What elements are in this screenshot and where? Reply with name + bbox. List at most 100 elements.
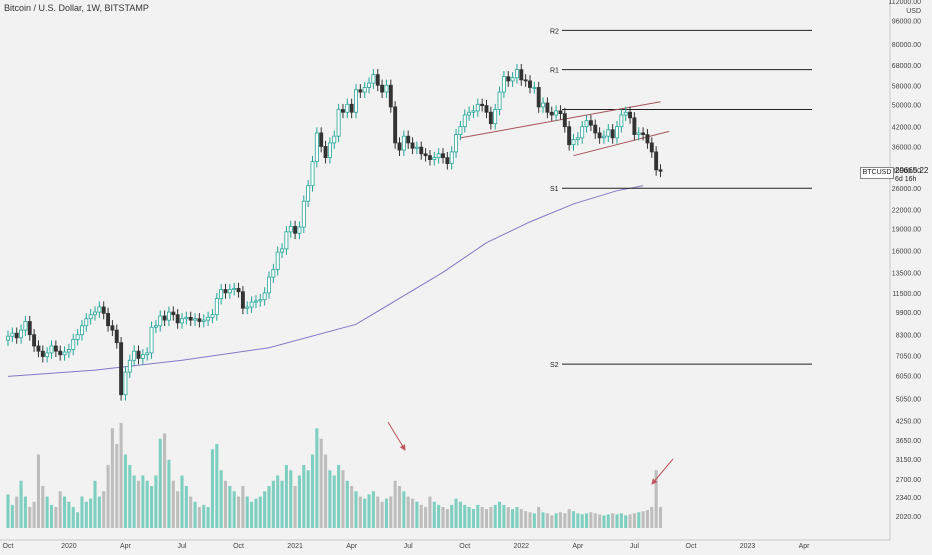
candle-body [606,129,611,137]
volume-bar [419,504,423,528]
volume-bar [215,444,219,528]
volume-bar [106,465,110,528]
y-tick-label: 26000.00 [892,186,921,193]
annotation-arrow [387,421,406,451]
volume-bar [380,501,384,528]
candle-body [306,185,311,202]
candle-body [554,110,559,116]
volume-bar [271,480,275,528]
candle-body [497,91,502,110]
volume-bar [306,470,310,528]
y-tick-label: 7050.00 [896,354,921,361]
volume-bar [10,504,14,528]
volume-bar [237,496,241,528]
volume-bar [658,507,663,528]
y-tick-label: 58000.00 [892,83,921,90]
annotation-arrow [651,458,674,485]
x-tick-label: Jul [630,543,639,550]
candle-countdown: 6d 16h [895,176,917,183]
volume-bar [328,470,332,528]
candle-body [367,82,371,88]
volume-bar [567,509,571,528]
volume-bar [141,475,145,528]
moving-average-line [7,185,644,377]
candle-body [301,200,306,228]
candle-body [340,109,345,113]
candle-body [106,312,110,327]
volume-bar [358,496,362,528]
volume-bar [119,423,123,528]
candle-body [349,103,354,113]
candle-body [493,109,498,125]
y-tick-label: 16000.00 [892,248,921,255]
y-tick-label: 2340.00 [896,495,921,502]
candle-body [6,335,10,341]
candle-body [145,352,150,356]
volume-bar [428,496,432,528]
candle-body [515,69,519,79]
volume-bar [232,491,236,528]
candle-body [219,289,224,299]
volume-bar [593,513,597,528]
volume-bar [163,433,167,528]
candle-body [245,306,250,309]
volume-bar [367,494,371,528]
candle-body [575,137,580,140]
candle-body [175,314,180,324]
candle-body [567,126,572,146]
candle-body [427,155,432,160]
candle-body [406,135,411,144]
symbol-tag: BTCUSD [860,167,894,179]
y-tick-label: 36000.00 [892,144,921,151]
candle-body [584,120,589,128]
candle-body [332,135,337,144]
y-tick-label: 22000.00 [892,208,921,215]
candle-body [62,351,67,356]
volume-bar [415,501,419,528]
candle-body [545,102,550,113]
level-label: S2 [550,362,559,369]
candle-body [284,231,289,250]
volume-bar [197,507,201,528]
volume-bar [145,480,149,528]
candle-body [293,226,298,234]
candle-body [597,132,602,139]
volume-bar [132,475,136,528]
chart-title: Bitcoin / U.S. Dollar, 1W, BITSTAMP [4,3,149,13]
volume-bar [71,507,75,528]
volume-bar [624,515,628,528]
y-tick-label: 3650.00 [896,438,921,445]
volume-bar [576,513,580,528]
volume-bar [515,507,519,528]
y-tick-label: 30000.00 [892,168,921,175]
candle-body [519,69,524,81]
ma-layer [7,185,644,377]
volume-bar [498,501,502,528]
candle-body [658,169,663,172]
candle-body [267,276,271,294]
y-tick-label: 2700.00 [896,477,921,484]
volume-bar [45,496,49,528]
volume-bar [467,507,471,528]
volume-bar [80,496,84,528]
volume-bar [84,501,88,528]
y-tick-label: 19000.00 [892,226,921,233]
candle-body [484,105,489,113]
volume-bar [176,491,180,528]
candle-body [314,132,319,162]
volume-bar [637,512,641,528]
volume-bar [158,438,162,528]
candle-body [375,74,380,86]
candle-body [262,292,267,301]
volume-bar [254,498,258,528]
volume-bar [532,513,536,528]
candle-body [110,325,115,331]
candle-body [327,142,332,159]
volume-bar [585,513,589,528]
volume-bar [632,513,636,528]
candle-body [454,134,458,153]
candle-body [475,103,480,112]
candle-body [506,76,511,82]
x-tick-label: 2020 [61,543,77,550]
